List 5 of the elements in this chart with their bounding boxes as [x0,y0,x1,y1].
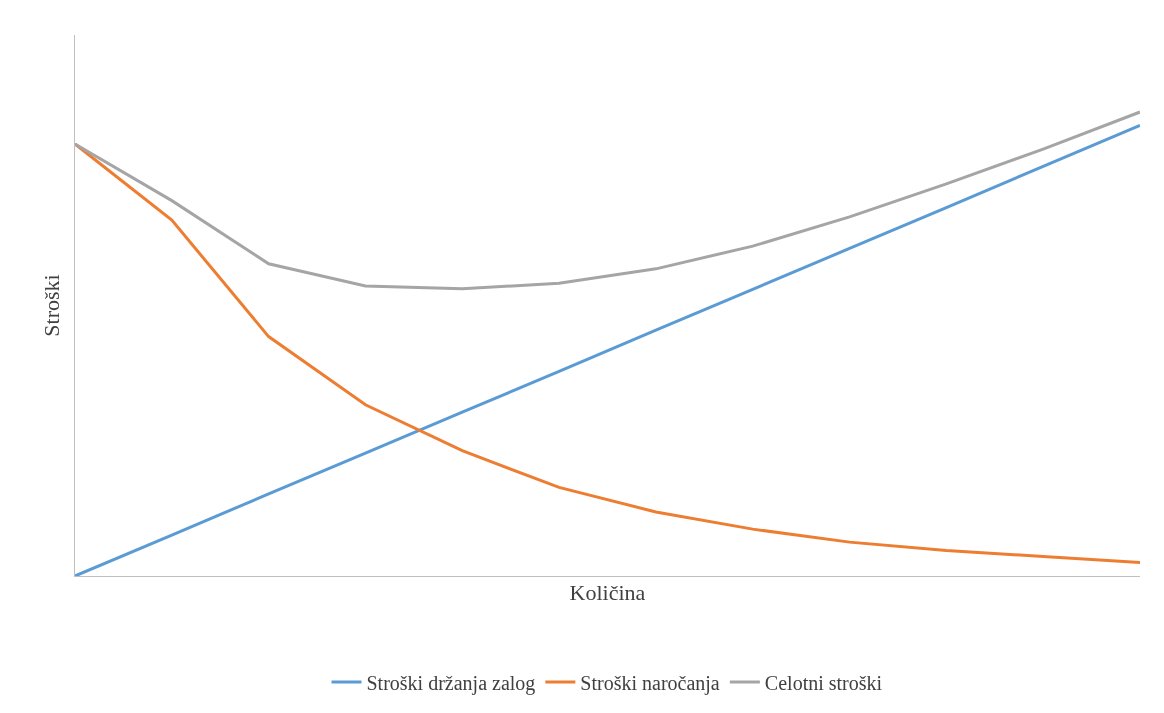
y-axis-title: Stroški [38,274,64,337]
legend-label: Stroški držanja zalog [366,671,536,695]
legend-label: Stroški naročanja [580,671,720,695]
x-axis-title: Količina [569,579,646,605]
legend-label: Celotni stroški [764,671,883,694]
